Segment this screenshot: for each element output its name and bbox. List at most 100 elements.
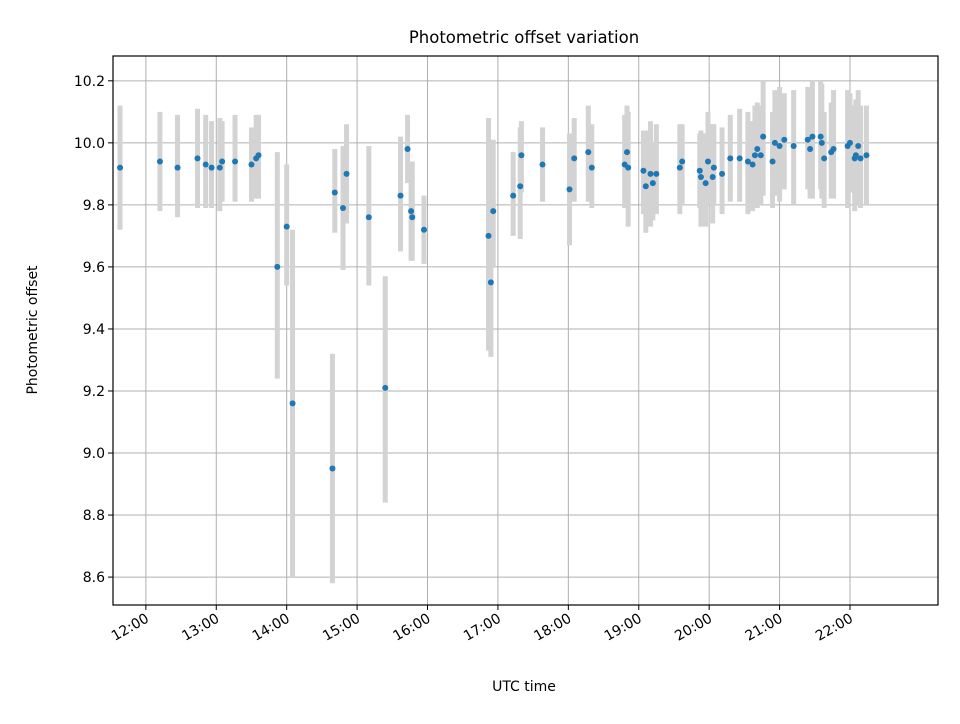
data-point: [696, 167, 703, 174]
data-point: [571, 155, 578, 162]
data-point: [704, 158, 711, 165]
data-point: [754, 146, 761, 153]
data-point: [518, 152, 525, 159]
data-point: [863, 152, 870, 159]
data-point: [624, 149, 631, 156]
data-point: [365, 214, 372, 221]
data-point: [749, 161, 756, 168]
data-point: [818, 139, 825, 146]
data-point: [710, 164, 717, 171]
data-point: [653, 170, 660, 177]
data-point: [647, 170, 654, 177]
data-point: [255, 152, 262, 159]
y-axis-label: Photometric offset: [25, 265, 41, 395]
data-point: [274, 263, 281, 270]
x-tick-label: 17:00: [461, 611, 504, 645]
data-point: [174, 164, 181, 171]
data-point: [329, 465, 336, 472]
data-point: [208, 164, 215, 171]
data-point: [857, 155, 864, 162]
x-axis-label: UTC time: [492, 679, 556, 695]
data-point: [781, 136, 788, 143]
data-point: [194, 155, 201, 162]
x-tick-label: 15:00: [320, 611, 363, 645]
y-tick-label: 8.8: [83, 508, 105, 524]
data-point: [202, 161, 209, 168]
data-point: [331, 189, 338, 196]
data-point: [289, 400, 296, 407]
y-axis-ticks: 8.6 8.8 9.0 9.2 9.4 9.6 9.8 10.0 10.2: [74, 74, 113, 586]
data-point: [409, 214, 416, 221]
data-point: [702, 180, 709, 187]
x-tick-label: 14:00: [250, 611, 293, 645]
data-point: [776, 142, 783, 149]
data-point: [219, 158, 226, 165]
data-point: [676, 164, 683, 171]
data-point: [485, 232, 492, 239]
data-point: [408, 208, 415, 215]
data-point: [807, 146, 814, 153]
y-tick-label: 9.4: [83, 322, 105, 338]
x-tick-label: 18:00: [531, 611, 574, 645]
data-point: [817, 133, 824, 140]
data-point: [404, 146, 411, 153]
data-point: [757, 152, 764, 159]
data-point: [283, 223, 290, 230]
data-point: [744, 158, 751, 165]
data-point: [510, 192, 517, 199]
x-tick-label: 13:00: [179, 611, 222, 645]
data-point: [846, 139, 853, 146]
data-point: [821, 155, 828, 162]
data-point: [585, 149, 592, 156]
data-point: [340, 204, 347, 211]
data-point: [487, 279, 494, 286]
x-tick-label: 19:00: [602, 611, 645, 645]
data-point: [382, 384, 389, 391]
data-point: [232, 158, 239, 165]
x-tick-label: 20:00: [672, 611, 715, 645]
y-tick-label: 10.0: [74, 136, 105, 152]
data-point: [625, 164, 632, 171]
y-tick-label: 9.6: [83, 260, 105, 276]
plot-frame: [112, 55, 939, 606]
data-point: [855, 142, 862, 149]
data-point: [397, 192, 404, 199]
data-point: [790, 142, 797, 149]
x-axis-ticks: 12:00 13:00 14:00 15:00 16:00 17:00 18:00 19:00…: [109, 605, 856, 645]
data-point: [830, 146, 837, 153]
data-point: [679, 158, 686, 165]
data-point: [248, 161, 255, 168]
data-point: [852, 152, 859, 159]
y-tick-label: 10.2: [74, 74, 105, 90]
data-point: [649, 180, 656, 187]
y-tick-label: 9.2: [83, 384, 105, 400]
data-point: [751, 152, 758, 159]
data-point: [566, 186, 573, 193]
data-point: [809, 133, 816, 140]
x-tick-label: 12:00: [109, 611, 152, 645]
data-point: [727, 155, 734, 162]
x-tick-label: 21:00: [743, 611, 786, 645]
data-point: [771, 139, 778, 146]
x-tick-label: 16:00: [391, 611, 434, 645]
data-point: [642, 183, 649, 190]
data-point: [420, 226, 427, 233]
data-point: [760, 133, 767, 140]
data-point: [490, 208, 497, 215]
data-point: [117, 164, 124, 171]
x-tick-label: 22:00: [813, 611, 856, 645]
data-point: [517, 183, 524, 190]
data-point: [769, 158, 776, 165]
data-point: [719, 170, 726, 177]
data-points: [117, 133, 870, 472]
data-point: [736, 155, 743, 162]
data-point: [539, 161, 546, 168]
data-point: [216, 164, 223, 171]
y-tick-label: 9.0: [83, 446, 105, 462]
chart-title: Photometric offset variation: [409, 28, 639, 47]
data-point: [343, 170, 350, 177]
y-tick-label: 9.8: [83, 198, 105, 214]
data-point: [697, 173, 704, 180]
